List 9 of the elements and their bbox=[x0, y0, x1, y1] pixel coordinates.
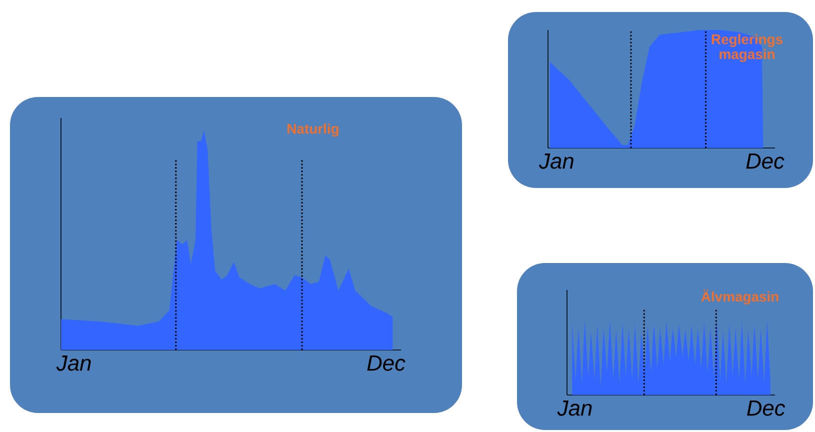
x-tick-label: Jan bbox=[557, 400, 592, 416]
text: Reglerings magasin bbox=[712, 34, 782, 62]
chart-title: Älvmagasin bbox=[701, 290, 778, 304]
x-tick-label: Dec bbox=[367, 356, 406, 371]
chart-title: Naturlig bbox=[288, 123, 338, 137]
x-tick-label: Jan bbox=[56, 356, 91, 371]
x-tick-label: Dec bbox=[747, 400, 786, 416]
x-tick-label: Dec bbox=[746, 154, 784, 169]
x-tick-label: Jan bbox=[539, 154, 574, 169]
